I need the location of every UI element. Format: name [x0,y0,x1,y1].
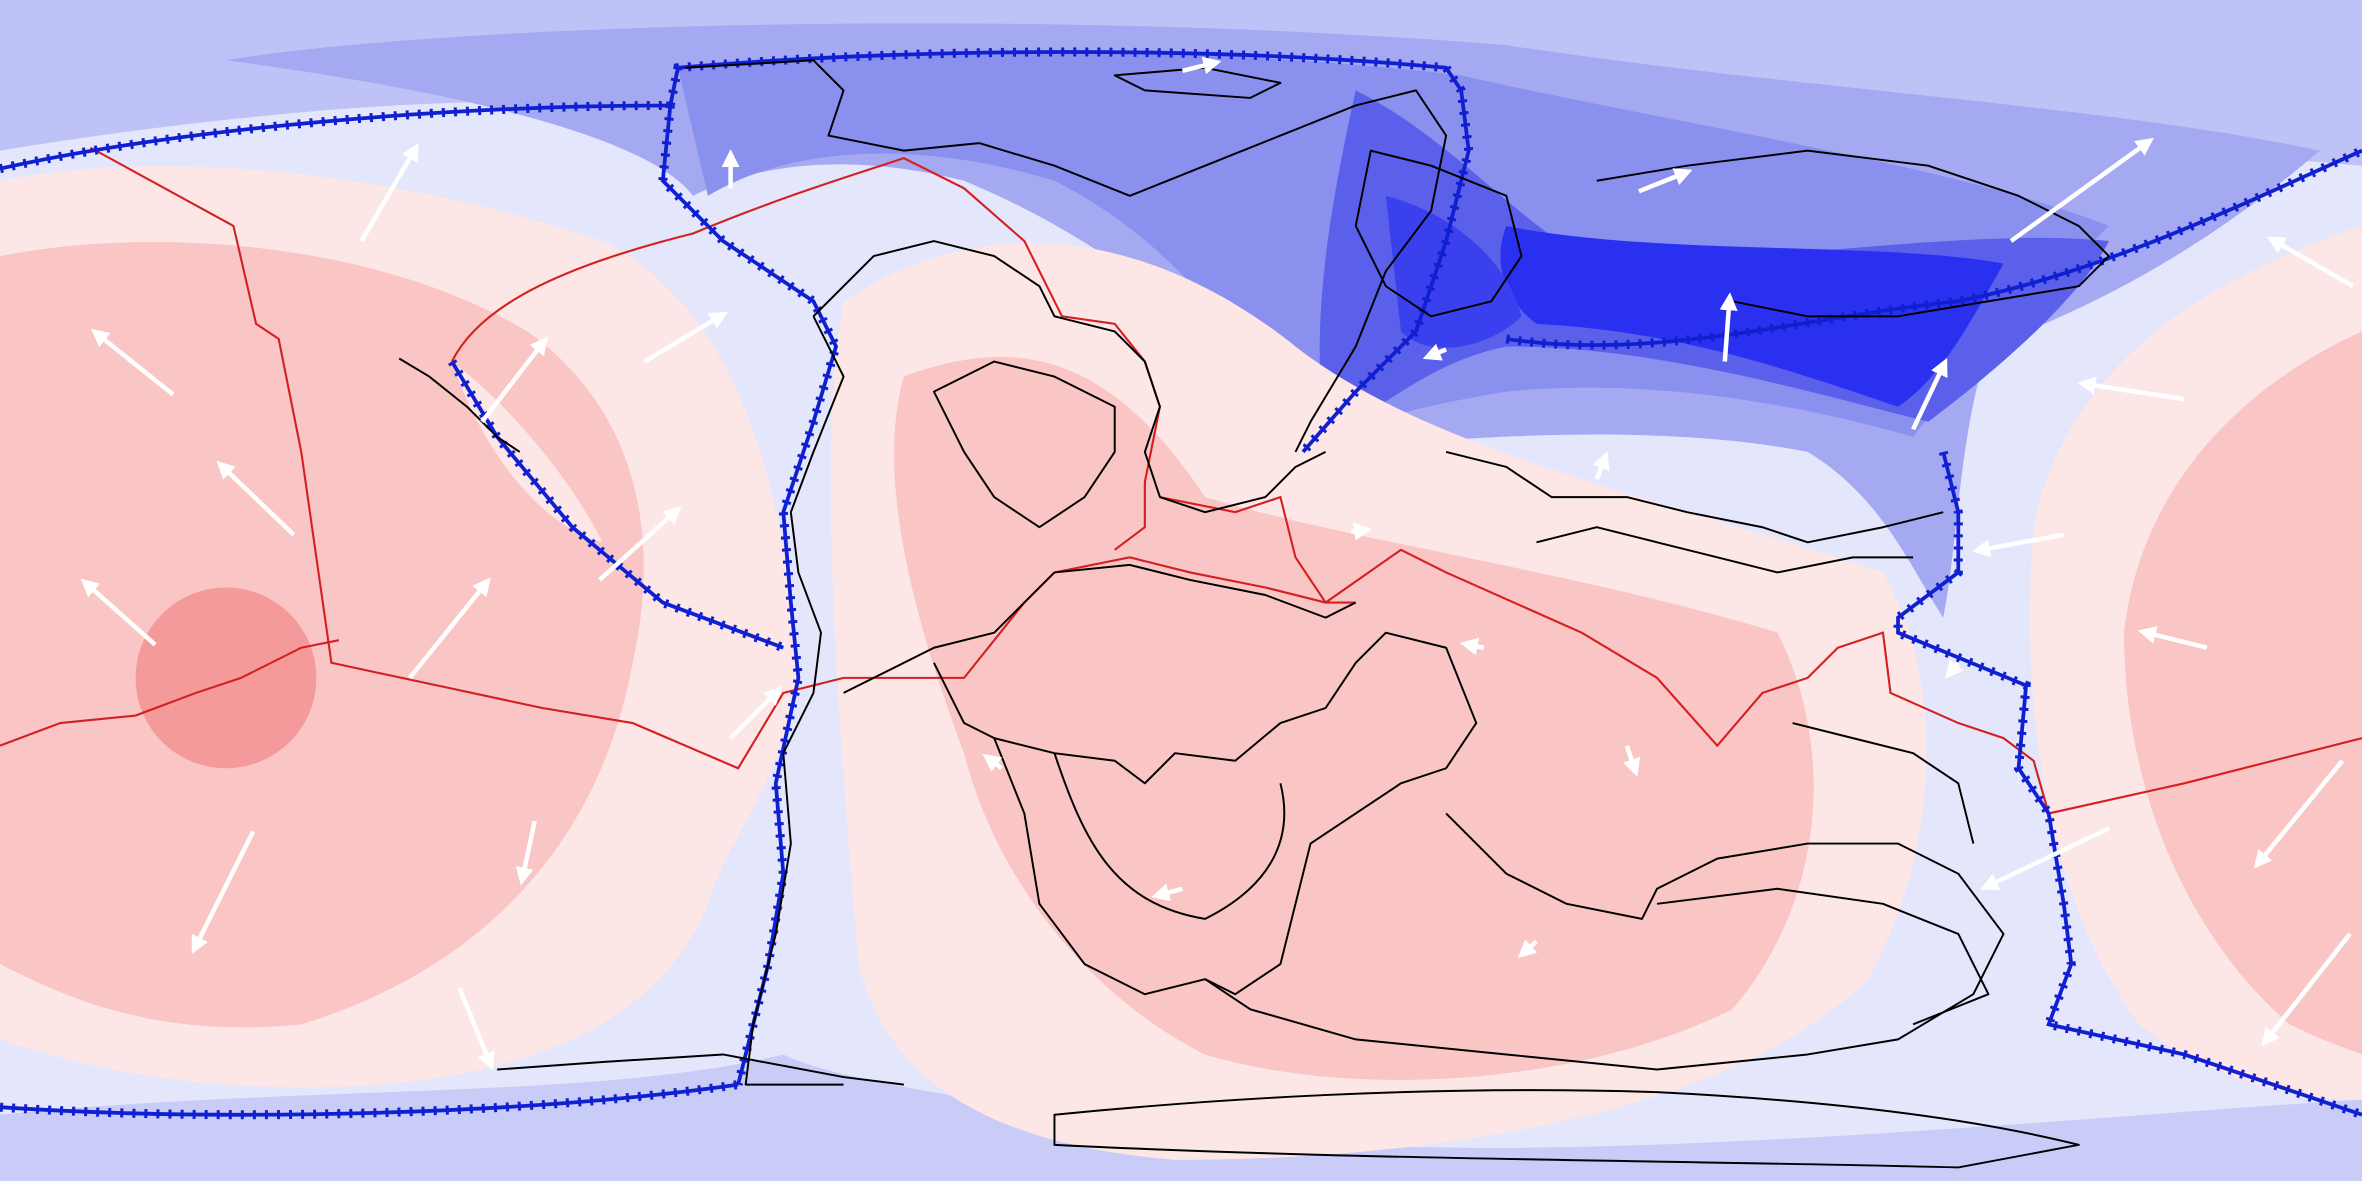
motion-arrow [1181,56,1222,75]
motion-arrow [1911,357,1948,431]
motion-arrow [80,578,157,647]
velocity-contour [0,1054,2362,1181]
motion-arrow [407,577,491,680]
coastline [1445,450,1944,544]
motion-arrow [515,820,537,886]
velocity-contour [135,587,317,769]
motion-arrow [1350,522,1373,541]
motion-arrow [728,686,783,740]
velocity-contour [0,241,644,1028]
motion-arrow [90,328,175,397]
coastline [843,563,1357,694]
motion-arrow [1422,343,1447,361]
ridge-line [89,146,2362,815]
coastline [398,357,521,453]
subduction-line [660,105,839,1086]
coastline [812,240,1327,514]
coastline [932,360,1116,529]
coastline [1792,722,1975,844]
motion-arrow [216,460,296,537]
motion-arrow [191,830,256,955]
coastline [685,59,1448,453]
motion-arrow [1944,659,1964,679]
motion-arrow [480,336,548,424]
coastline [1596,149,2110,318]
subduction-zones [0,47,2362,1120]
motion-arrow [457,987,495,1071]
ridge-line [1159,495,1356,604]
motion-arrow [1719,292,1738,362]
coastline [744,315,845,1086]
motion-arrow [1592,451,1610,480]
coastline [1354,149,1523,318]
subduction-teeth [0,1080,739,1120]
motion-arrow [1622,744,1641,777]
motion-arrow [1151,883,1184,902]
ridge-line [450,157,1161,551]
velocity-contour [2123,331,2362,1055]
coastline [1656,887,1990,1026]
motion-arrow [598,506,682,582]
subduction-line [0,50,1471,454]
motion-arrow [2253,759,2345,869]
motion-arrow [2261,932,2352,1047]
coastline [1536,526,1914,574]
motion-arrow [1517,939,1538,958]
coastline [1053,752,1286,920]
coastline [497,1053,904,1086]
motion-arrow [2137,626,2208,650]
motion-arrow [359,142,419,243]
motion-arrow [982,753,1004,772]
subduction-line [1506,148,2362,348]
coastlines [398,59,2110,1169]
subduction-teeth [1893,450,2362,1119]
coastline [933,631,1478,996]
motion-arrow [2077,376,2185,402]
motion-arrow [1971,532,2065,558]
coastline [993,737,2005,1071]
plate-motion-vectors [80,56,2355,1071]
subduction-teeth [448,359,785,652]
motion-arrow [1638,168,1693,194]
motion-arrow [2266,236,2355,289]
motion-arrow [1980,826,2110,891]
ridges [0,146,2362,815]
motion-arrow [2009,137,2154,243]
velocity-contour [1500,225,2004,407]
motion-arrow [643,311,728,364]
velocity-contour [894,357,1814,1080]
motion-arrow [1459,637,1485,656]
coastline [1053,1089,2080,1169]
velocity-contour [451,361,603,543]
ridge-line [0,639,340,747]
